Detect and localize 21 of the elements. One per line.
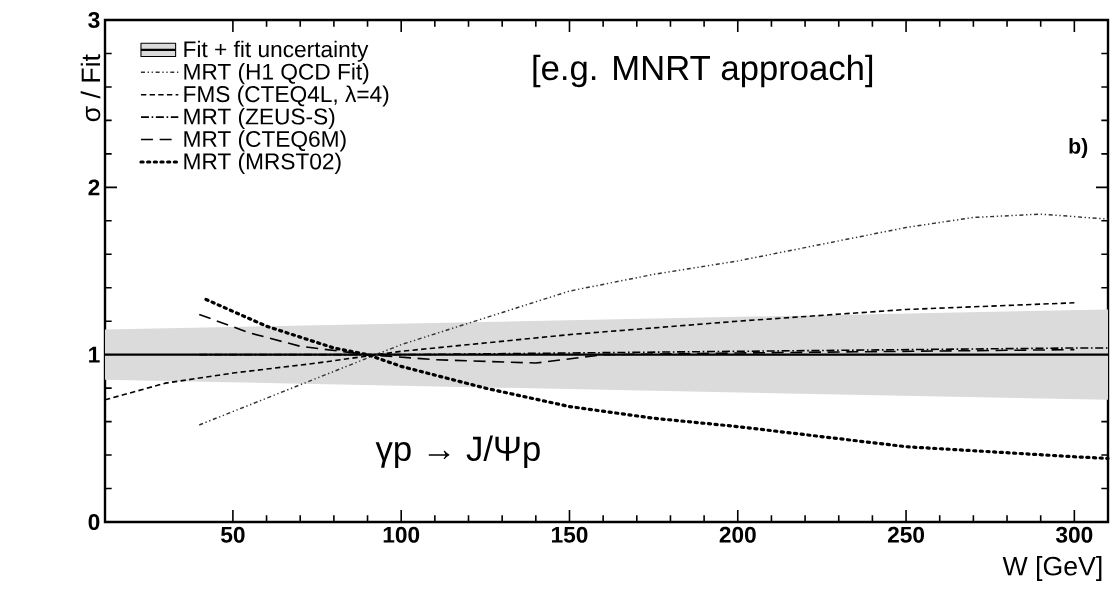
x-axis-title: W [GeV] <box>1002 556 1102 581</box>
x-tick-label: 300 <box>1055 526 1093 543</box>
x-tick-label: 250 <box>887 526 925 543</box>
x-tick-label: 50 <box>220 526 245 543</box>
legend-label: MRT (ZEUS-S) <box>184 107 335 130</box>
y-axis-title: σ / Fit <box>80 54 101 122</box>
y-tick-label: 2 <box>88 179 100 196</box>
x-tick-label: 150 <box>551 526 588 543</box>
legend-label: FMS (CTEQ4L, λ=4) <box>184 85 389 107</box>
y-tick-label: 0 <box>88 513 100 531</box>
legend-label: MRT (CTEQ6M) <box>184 130 346 152</box>
annotation: γp → J/Ψp <box>375 435 540 468</box>
annotation: [e.g. MNRT approach] <box>533 54 873 88</box>
legend-label: Fit + fit uncertainty <box>184 40 369 62</box>
legend-label: MRT (H1 QCD Fit) <box>184 63 369 85</box>
x-tick-label: 200 <box>719 526 756 543</box>
y-tick-label: 1 <box>89 346 100 363</box>
annotation: b) <box>1069 138 1088 158</box>
legend-label: MRT (MRST02) <box>184 152 341 174</box>
x-tick-label: 100 <box>383 526 420 543</box>
y-tick-label: 3 <box>88 11 100 29</box>
